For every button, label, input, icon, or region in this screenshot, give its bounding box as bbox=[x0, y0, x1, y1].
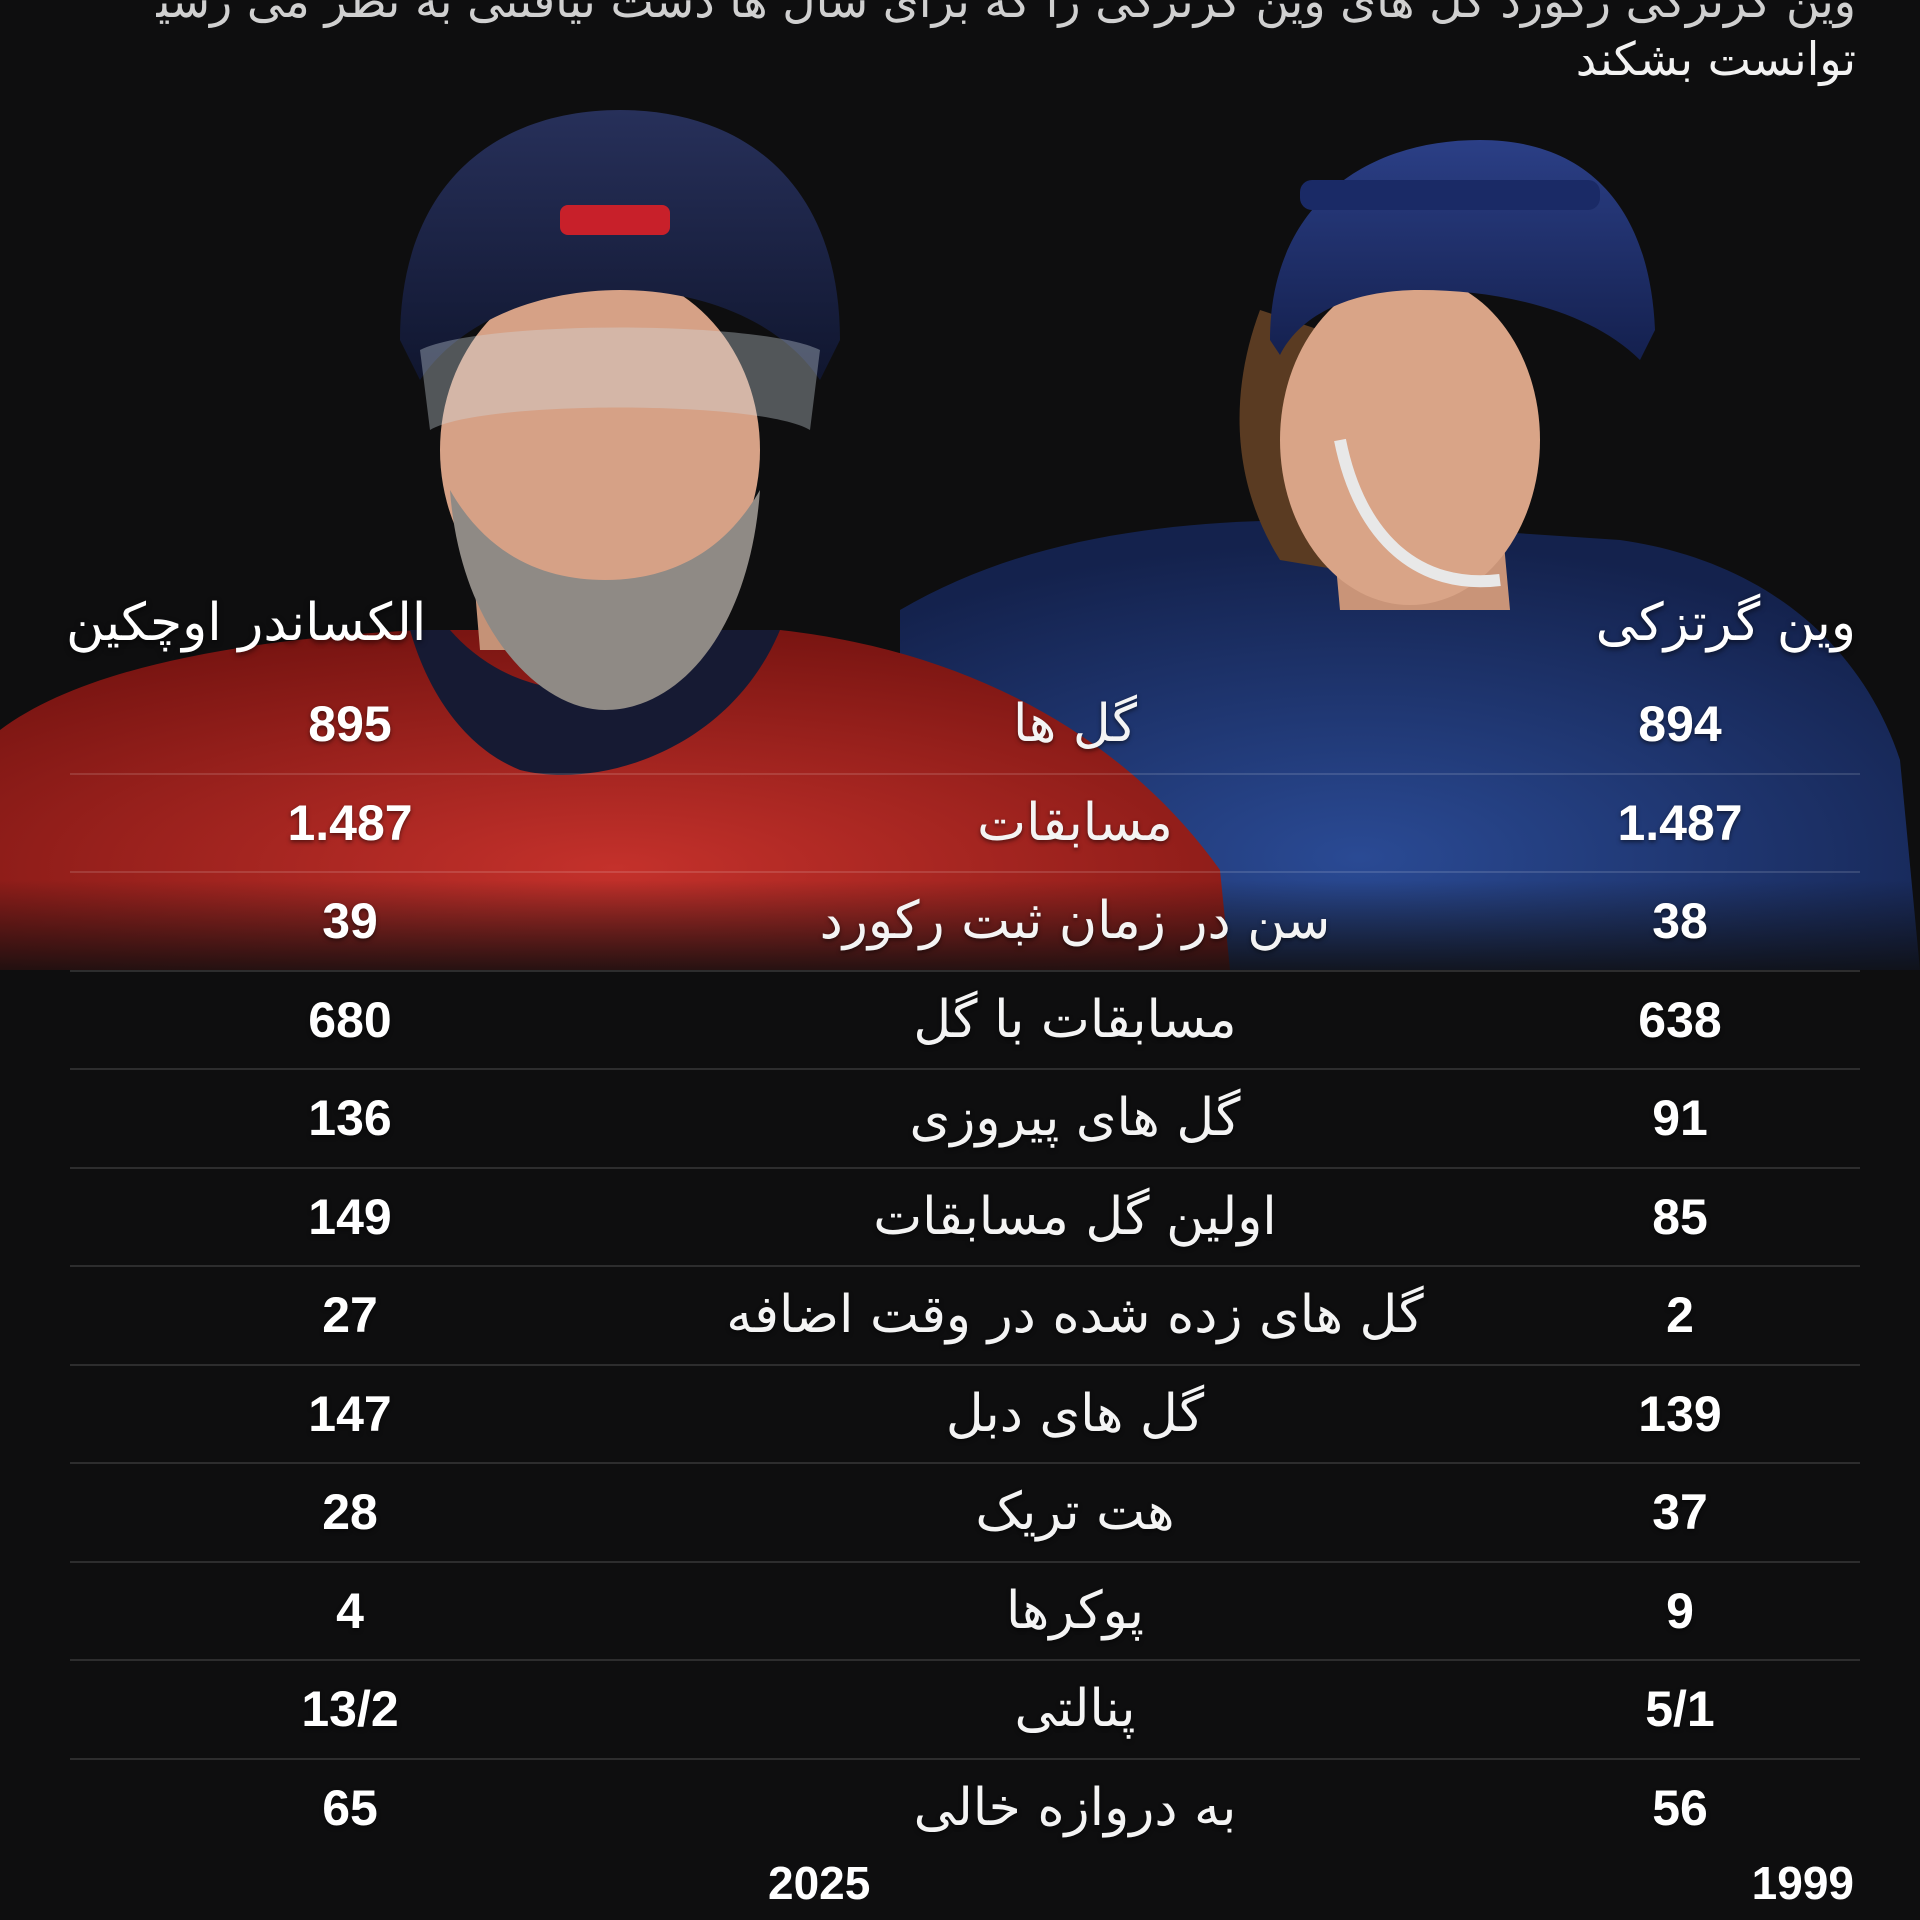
stat-row: 136 گل های پیروزی 91 bbox=[70, 1070, 1860, 1169]
infographic-header: وین گرتزکی رکورد گل های وین گرتزکی را که… bbox=[156, 0, 1856, 88]
stat-right-value: 91 bbox=[1652, 1090, 1708, 1146]
stat-row: 39 سن در زمان ثبت رکورد 38 bbox=[70, 873, 1860, 972]
header-line-1: وین گرتزکی رکورد گل های وین گرتزکی را که… bbox=[156, 0, 1856, 28]
stat-right-value: 37 bbox=[1652, 1484, 1708, 1540]
stat-label: گل های پیروزی bbox=[909, 1088, 1241, 1148]
stat-left-value: 895 bbox=[308, 696, 392, 752]
player-name-right: وین گرتزکی bbox=[1595, 593, 1856, 653]
stat-right-value: 9 bbox=[1666, 1582, 1694, 1639]
stats-table: 895 گل ها 894 1.487 مسابقات 1.487 39 سن … bbox=[70, 676, 1860, 1856]
stat-left-value: 65 bbox=[322, 1779, 378, 1836]
stat-right-value: 85 bbox=[1652, 1188, 1708, 1245]
stat-right-value: 638 bbox=[1638, 991, 1722, 1048]
stat-label: گل های دبل bbox=[945, 1383, 1205, 1444]
player-name-left: الکساندر اوچکین bbox=[66, 593, 427, 653]
stat-left-value: 149 bbox=[308, 1188, 392, 1245]
stat-row: 680 مسابقات با گل 638 bbox=[70, 972, 1860, 1070]
year-left: 2025 bbox=[768, 1857, 871, 1909]
stat-right-value: 894 bbox=[1638, 696, 1722, 752]
stat-row: 149 اولین گل مسابقات 85 bbox=[70, 1169, 1860, 1267]
stat-row: 28 هت تریک 37 bbox=[70, 1464, 1860, 1563]
stat-right-value: 38 bbox=[1652, 893, 1708, 949]
stat-left-value: 136 bbox=[308, 1090, 392, 1146]
stat-row: 147 گل های دبل 139 bbox=[70, 1366, 1860, 1464]
stat-right-value: 2 bbox=[1666, 1287, 1694, 1343]
stat-right-value: 1.487 bbox=[1617, 794, 1743, 851]
photo-bottom-fade bbox=[0, 880, 1920, 1000]
stat-left-value: 4 bbox=[336, 1582, 364, 1639]
stat-label: به دروازه خالی bbox=[913, 1777, 1237, 1838]
stat-right-value: 5/1 bbox=[1645, 1681, 1715, 1737]
stat-label: گل های زده شده در وقت اضافه bbox=[726, 1285, 1424, 1345]
stat-label: اولین گل مسابقات bbox=[873, 1186, 1277, 1247]
stat-left-value: 27 bbox=[322, 1287, 378, 1343]
stat-left-value: 13/2 bbox=[301, 1681, 399, 1737]
stat-row: 27 گل های زده شده در وقت اضافه 2 bbox=[70, 1267, 1860, 1366]
stat-right-value: 139 bbox=[1638, 1385, 1722, 1442]
header-line-2: توانست بشکند bbox=[1575, 32, 1856, 86]
stat-left-value: 39 bbox=[322, 893, 378, 949]
year-right: 1999 bbox=[1751, 1857, 1854, 1909]
stat-label: پنالتی bbox=[1014, 1679, 1136, 1739]
stat-label: مسابقات با گل bbox=[913, 989, 1237, 1050]
stat-right-value: 56 bbox=[1652, 1779, 1708, 1836]
stat-label: هت تریک bbox=[975, 1482, 1175, 1542]
stat-row: 1.487 مسابقات 1.487 bbox=[70, 775, 1860, 873]
stat-row: 65 به دروازه خالی 56 bbox=[70, 1760, 1860, 1857]
stat-left-value: 1.487 bbox=[287, 794, 413, 851]
stat-row: 13/2 پنالتی 5/1 bbox=[70, 1661, 1860, 1760]
stat-left-value: 28 bbox=[322, 1484, 378, 1540]
stat-label: گل ها bbox=[1013, 694, 1137, 754]
stat-label: مسابقات bbox=[977, 792, 1173, 853]
stat-label: پوکرها bbox=[1005, 1580, 1145, 1641]
stat-left-value: 680 bbox=[308, 991, 392, 1048]
stat-left-value: 147 bbox=[308, 1385, 392, 1442]
stat-row: 4 پوکرها 9 bbox=[70, 1563, 1860, 1661]
stat-row: 895 گل ها 894 bbox=[70, 676, 1860, 775]
stat-label: سن در زمان ثبت رکورد bbox=[819, 891, 1331, 951]
